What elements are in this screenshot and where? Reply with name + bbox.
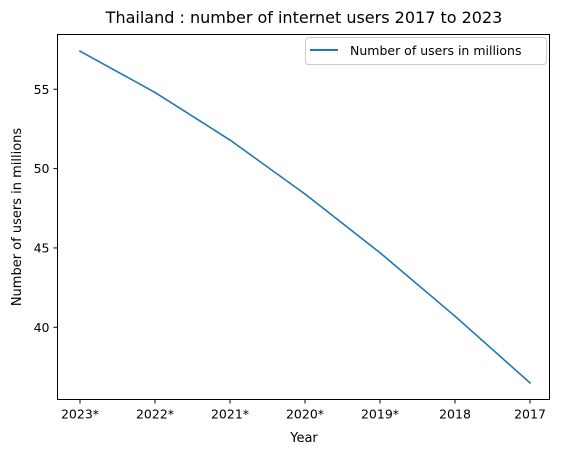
- x-axis-label: Year: [289, 431, 318, 446]
- y-tick-label: 40: [34, 320, 50, 335]
- x-tick-label: 2017: [514, 407, 546, 422]
- data-point: [79, 50, 81, 53]
- legend-label: Number of users in millions: [350, 43, 521, 58]
- legend: Number of users in millions: [305, 37, 547, 65]
- x-tick-label: 2021*: [211, 407, 249, 422]
- y-tick-label: 50: [34, 161, 50, 176]
- data-point: [304, 193, 306, 195]
- y-axis-ticks: 40 45 50 55: [34, 82, 58, 335]
- data-point: [529, 381, 531, 384]
- plot-area-frame: [57, 34, 550, 400]
- data-point: [379, 251, 381, 254]
- x-tick-label: 2023*: [61, 407, 99, 422]
- legend-frame: [305, 37, 547, 65]
- series-layer: [79, 50, 531, 384]
- y-tick-label: 45: [34, 240, 50, 255]
- x-tick-label: 2019*: [361, 407, 399, 422]
- x-tick-label: 2022*: [136, 407, 174, 422]
- data-point: [454, 315, 456, 318]
- y-tick-label: 55: [34, 82, 50, 97]
- data-point: [229, 139, 231, 141]
- x-tick-label: 2018: [439, 407, 471, 422]
- x-tick-label: 2020*: [286, 407, 324, 422]
- y-axis-label: Number of users in millions: [10, 128, 25, 307]
- chart-title: Thailand : number of internet users 2017…: [105, 8, 503, 27]
- series-line-0: [79, 50, 531, 384]
- data-point: [154, 91, 156, 94]
- x-axis-ticks: 2023* 2022* 2021* 2020* 2019* 2018 2017: [61, 399, 546, 422]
